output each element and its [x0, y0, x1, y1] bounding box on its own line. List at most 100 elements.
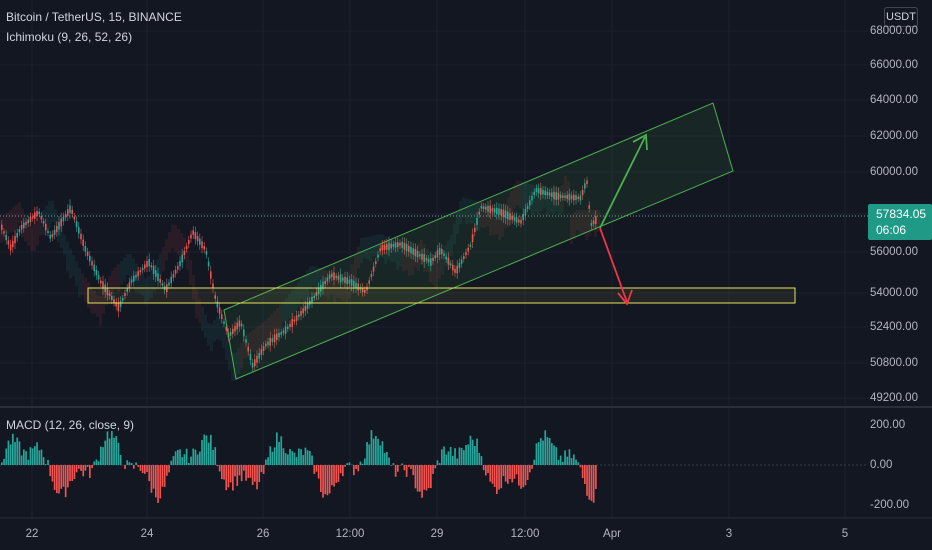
- cloud-slice: [141, 273, 144, 296]
- cloud-slice: [279, 304, 282, 330]
- candle-body: [573, 194, 575, 201]
- candle-body: [95, 270, 98, 276]
- cloud-slice: [315, 266, 318, 289]
- macd-bar: [544, 430, 547, 465]
- candle-body: [256, 355, 258, 363]
- macd-bar: [306, 450, 309, 465]
- cloud-slice: [426, 248, 429, 273]
- price-tick: 64000.00: [870, 94, 918, 106]
- candle-body: [390, 243, 392, 249]
- candle-body: [526, 206, 529, 209]
- candle-body: [333, 272, 335, 280]
- macd-bar: [84, 465, 87, 471]
- candle-body: [75, 221, 78, 228]
- macd-bar: [467, 444, 470, 465]
- macd-bar: [135, 462, 137, 465]
- macd-bar: [515, 465, 518, 475]
- cloud-slice: [129, 253, 132, 283]
- candle-body: [588, 205, 590, 209]
- cloud-slice: [291, 290, 294, 319]
- candle-body: [146, 260, 148, 268]
- cloud-slice: [540, 186, 543, 211]
- cloud-slice: [450, 235, 453, 256]
- candle-body: [119, 301, 122, 307]
- down-arrow[interactable]: [599, 227, 633, 306]
- candle-body: [498, 208, 500, 215]
- macd-bar: [267, 457, 269, 465]
- macd-bar: [271, 451, 274, 465]
- macd-bar: [416, 465, 419, 492]
- macd-bar: [548, 438, 551, 465]
- macd-bar: [181, 457, 184, 465]
- cloud-slice: [27, 221, 30, 246]
- macd-bar: [581, 465, 584, 478]
- candle-body: [474, 227, 476, 233]
- macd-bar: [410, 465, 412, 469]
- macd-bar: [221, 465, 223, 480]
- macd-bar: [23, 449, 25, 465]
- cloud-slice: [351, 264, 354, 293]
- cloud-slice: [492, 208, 495, 235]
- cloud-slice: [6, 212, 9, 234]
- candle-body: [324, 280, 326, 284]
- cloud-slice: [105, 282, 108, 306]
- cloud-slice: [231, 352, 234, 381]
- macd-bar: [436, 460, 439, 465]
- candle-body: [157, 273, 159, 281]
- cloud-slice: [72, 254, 75, 277]
- candle-body: [144, 264, 146, 269]
- candle-body: [34, 212, 36, 219]
- cloud-slice: [312, 265, 315, 286]
- trend-channel[interactable]: [223, 102, 734, 380]
- macd-bar: [324, 465, 327, 495]
- macd-bar: [62, 465, 65, 487]
- macd-bar: [150, 465, 153, 493]
- currency-button[interactable]: USDT: [884, 7, 918, 27]
- macd-legend[interactable]: MACD (12, 26, close, 9): [6, 418, 135, 432]
- cloud-slice: [135, 263, 138, 293]
- candle-body: [137, 271, 139, 277]
- macd-bar: [315, 465, 318, 472]
- macd-bar: [584, 465, 586, 485]
- macd-bar: [163, 465, 166, 487]
- cloud-slice: [297, 282, 300, 307]
- candle-body: [581, 189, 584, 196]
- up-arrow[interactable]: [599, 133, 648, 229]
- candle-body: [590, 222, 593, 226]
- macd-bar: [161, 465, 164, 487]
- candle-body: [355, 282, 357, 289]
- candle-body: [82, 239, 84, 246]
- macd-bar: [78, 465, 80, 469]
- candle-body: [9, 244, 12, 251]
- cloud-slice: [213, 320, 216, 342]
- candle-body: [71, 209, 73, 214]
- candle-body: [203, 246, 205, 250]
- candle-body: [595, 216, 597, 224]
- macd-bar: [276, 432, 278, 465]
- macd-bar: [214, 447, 217, 465]
- ichimoku-legend[interactable]: Ichimoku (9, 26, 52, 26): [6, 30, 133, 44]
- cloud-slice: [282, 301, 285, 323]
- macd-bar: [588, 465, 591, 500]
- macd-bar: [245, 465, 247, 481]
- support-zone[interactable]: [87, 287, 796, 304]
- cloud-slice: [249, 332, 252, 356]
- symbol-title[interactable]: Bitcoin / TetherUS, 15, BINANCE: [6, 10, 182, 24]
- cloud-slice: [384, 236, 387, 265]
- candle-body: [12, 240, 14, 248]
- current-price-value: 57834.05: [876, 207, 927, 221]
- cloud-slice: [552, 187, 555, 214]
- ichimoku-cloud: [0, 176, 600, 381]
- candle-body: [45, 223, 47, 231]
- cloud-slice: [513, 184, 516, 209]
- candle-body: [229, 331, 232, 336]
- macd-bar: [401, 463, 404, 465]
- cloud-slice: [60, 226, 63, 248]
- cloud-slice: [177, 228, 180, 256]
- macd-bar: [18, 441, 21, 465]
- macd-bar: [146, 465, 148, 473]
- macd-bar: [133, 465, 135, 469]
- macd-bar: [355, 465, 357, 469]
